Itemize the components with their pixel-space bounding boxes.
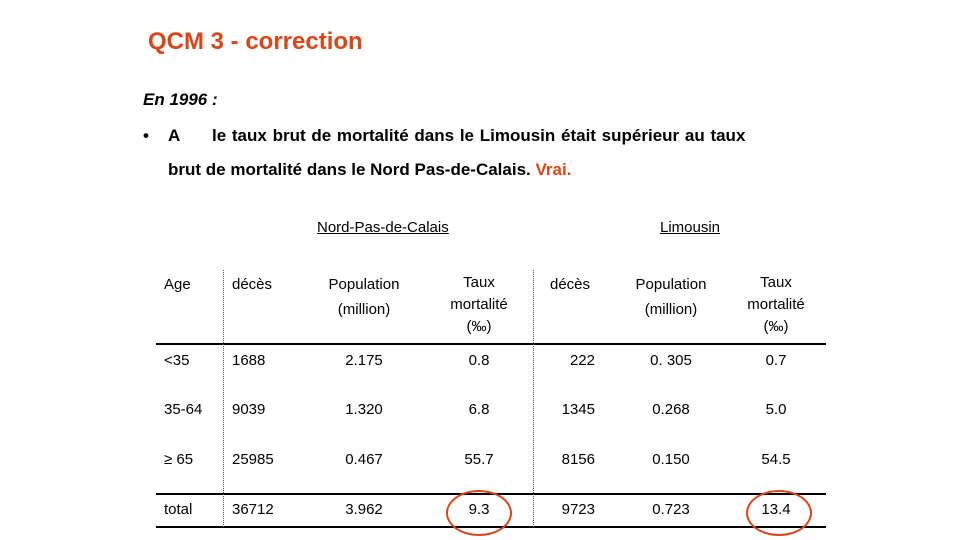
cell-npc-deces: 36712 <box>232 501 274 518</box>
cell-npc-deces: 25985 <box>232 451 274 468</box>
header-lim-taux: Taux mortalité (‰) <box>726 272 826 338</box>
header-lim-population-line1: Population <box>635 276 707 293</box>
header-npc-taux-line3: (‰) <box>466 318 492 335</box>
header-npc-population-line1: Population <box>328 276 400 293</box>
header-npc-taux-line2: mortalité <box>450 296 508 313</box>
cell-lim-taux: 5.0 <box>765 401 787 418</box>
cell-npc-taux: 6.8 <box>468 401 490 418</box>
cell-age: <35 <box>164 352 190 369</box>
cell-lim-population: 0.150 <box>652 451 690 468</box>
group-header-limousin: Limousin <box>660 219 721 236</box>
cell-lim-population: 0.723 <box>652 501 690 518</box>
cell-npc-population: 1.320 <box>345 401 383 418</box>
header-lim-taux-line1: Taux <box>760 274 792 291</box>
highlight-circle-lim-total <box>746 490 812 536</box>
header-npc-population: Population (million) <box>314 272 414 322</box>
cell-lim-population: 0.268 <box>652 401 690 418</box>
answer-label: Vrai. <box>535 160 572 179</box>
cell-lim-deces: 8156 <box>561 451 595 468</box>
year-subtitle: En 1996 : <box>143 90 218 109</box>
header-lim-taux-line3: (‰) <box>763 318 789 335</box>
cell-npc-deces: 9039 <box>232 401 266 418</box>
question-text-line1: le taux brut de mortalité dans le Limous… <box>212 126 746 145</box>
header-npc-taux: Taux mortalité (‰) <box>429 272 529 338</box>
question-text-line2-body: brut de mortalité dans le Nord Pas-de-Ca… <box>168 160 531 179</box>
cell-lim-deces: 1345 <box>561 401 595 418</box>
header-lim-population-line2: (million) <box>644 301 698 318</box>
cell-npc-population: 2.175 <box>345 352 383 369</box>
group-header-nord-pas-de-calais: Nord-Pas-de-Calais <box>317 219 449 236</box>
cell-lim-deces: 9723 <box>561 501 595 518</box>
cell-age: total <box>164 501 193 518</box>
header-npc-population-line2: (million) <box>337 301 391 318</box>
cell-npc-taux: 0.8 <box>468 352 490 369</box>
cell-lim-population: 0. 305 <box>650 352 692 369</box>
question-text-line2: brut de mortalité dans le Nord Pas-de-Ca… <box>168 160 571 180</box>
header-age: Age <box>164 276 191 293</box>
cell-npc-deces: 1688 <box>232 352 266 369</box>
cell-lim-deces: 222 <box>569 352 595 369</box>
cell-age: 35-64 <box>164 401 203 418</box>
header-lim-deces: décès <box>550 276 591 293</box>
header-npc-taux-line1: Taux <box>463 274 495 291</box>
highlight-circle-npc-total <box>446 490 512 536</box>
cell-npc-population: 0.467 <box>345 451 383 468</box>
slide-title: QCM 3 - correction <box>148 28 363 55</box>
header-lim-population: Population (million) <box>621 272 721 322</box>
header-npc-deces: décès <box>232 276 273 293</box>
table-header-rule <box>156 343 826 345</box>
cell-npc-population: 3.962 <box>345 501 383 518</box>
column-divider-regions <box>533 270 534 527</box>
question-letter: A <box>168 126 181 145</box>
cell-age: ≥ 65 <box>164 451 194 468</box>
column-divider-age <box>223 270 224 527</box>
cell-npc-taux: 55.7 <box>464 451 494 468</box>
bullet-marker: • <box>143 126 149 145</box>
cell-lim-taux: 0.7 <box>765 352 787 369</box>
header-lim-taux-line2: mortalité <box>747 296 805 313</box>
cell-lim-taux: 54.5 <box>761 451 791 468</box>
